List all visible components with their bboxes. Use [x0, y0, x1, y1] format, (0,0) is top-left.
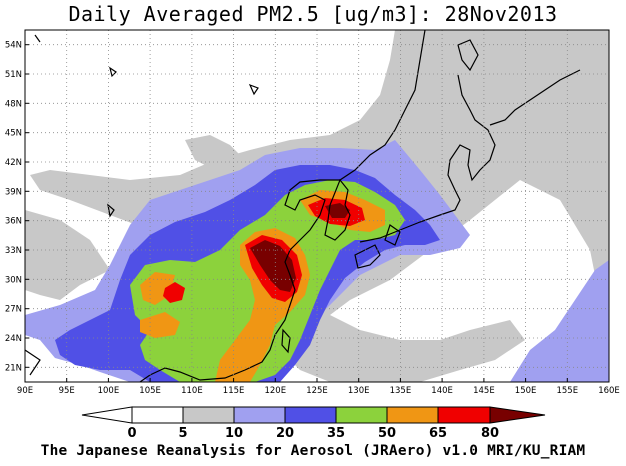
lat-tick-label: 48N	[5, 99, 22, 109]
lat-tick-label: 30N	[5, 275, 22, 285]
graticule	[25, 30, 609, 382]
lat-tick-label: 21N	[5, 363, 22, 373]
pm25-contour-lightblue-southeast	[510, 260, 609, 382]
lat-tick-label: 42N	[5, 158, 22, 168]
lon-tick-label: 90E	[17, 386, 33, 396]
colorbar-label: 65	[429, 426, 447, 441]
colorbar-bin-5-10	[182, 406, 235, 424]
colorbar-label: 0	[127, 426, 136, 441]
lat-tick-label: 33N	[5, 246, 22, 256]
pm25-field	[25, 30, 609, 382]
lon-tick-label: 110E	[181, 386, 203, 396]
lon-tick-label: 95E	[59, 386, 75, 396]
lat-tick-label: 51N	[5, 70, 22, 80]
colorbar-bin-10-20	[233, 406, 286, 424]
lon-tick-label: 160E	[598, 386, 620, 396]
colorbar-label: 50	[378, 426, 396, 441]
footer-credit: The Japanese Reanalysis for Aerosol (JRA…	[40, 443, 586, 459]
colorbar-label: 80	[481, 426, 499, 441]
colorbar-arrow-high	[489, 406, 546, 424]
coastline	[25, 30, 581, 382]
pm25-contour-red-west	[163, 282, 185, 303]
colorbar-label: 35	[327, 426, 345, 441]
colorbar-bin-0-5	[131, 406, 184, 424]
lon-tick-label: 105E	[139, 386, 161, 396]
colorbar-bin-65-80	[437, 406, 491, 424]
lat-tick-label: 24N	[5, 334, 22, 344]
lon-tick-label: 135E	[390, 386, 412, 396]
colorbar-bin-35-50	[335, 406, 388, 424]
lon-tick-label: 115E	[223, 386, 245, 396]
lat-tick-label: 27N	[5, 305, 22, 315]
colorbar: 0 5 10 20 35 50 65 80	[81, 406, 546, 441]
pm25-contour-grey-islands	[185, 135, 245, 170]
lon-tick-label: 120E	[264, 386, 286, 396]
colorbar-label: 20	[276, 426, 294, 441]
colorbar-bin-20-35	[284, 406, 337, 424]
lon-tick-label: 150E	[515, 386, 537, 396]
map-title: Daily Averaged PM2.5 [ug/m3]: 28Nov2013	[68, 2, 558, 26]
lat-tick-labels: 21N 24N 27N 30N 33N 36N 39N 42N 45N 48N …	[5, 41, 22, 374]
lat-tick-label: 45N	[5, 129, 22, 139]
lon-tick-label: 125E	[306, 386, 328, 396]
lon-tick-label: 145E	[473, 386, 495, 396]
pm25-contour-grey-west	[25, 210, 110, 300]
pm25-contour-darkred-korea	[325, 203, 350, 218]
lon-tick-label: 100E	[98, 386, 120, 396]
lat-tick-label: 39N	[5, 187, 22, 197]
colorbar-label: 5	[178, 426, 187, 441]
colorbar-label: 10	[225, 426, 243, 441]
axis-ticks	[24, 44, 610, 382]
lon-tick-labels: 90E 95E 100E 105E 110E 115E 120E 125E 13…	[17, 386, 620, 396]
pm25-contour-darkred	[250, 240, 296, 292]
colorbar-arrow-low	[81, 406, 133, 424]
lon-tick-label: 155E	[556, 386, 578, 396]
lon-tick-label: 140E	[431, 386, 453, 396]
colorbar-bin-50-65	[386, 406, 439, 424]
lat-tick-label: 36N	[5, 217, 22, 227]
lon-tick-label: 130E	[348, 386, 370, 396]
lat-tick-label: 54N	[5, 41, 22, 51]
